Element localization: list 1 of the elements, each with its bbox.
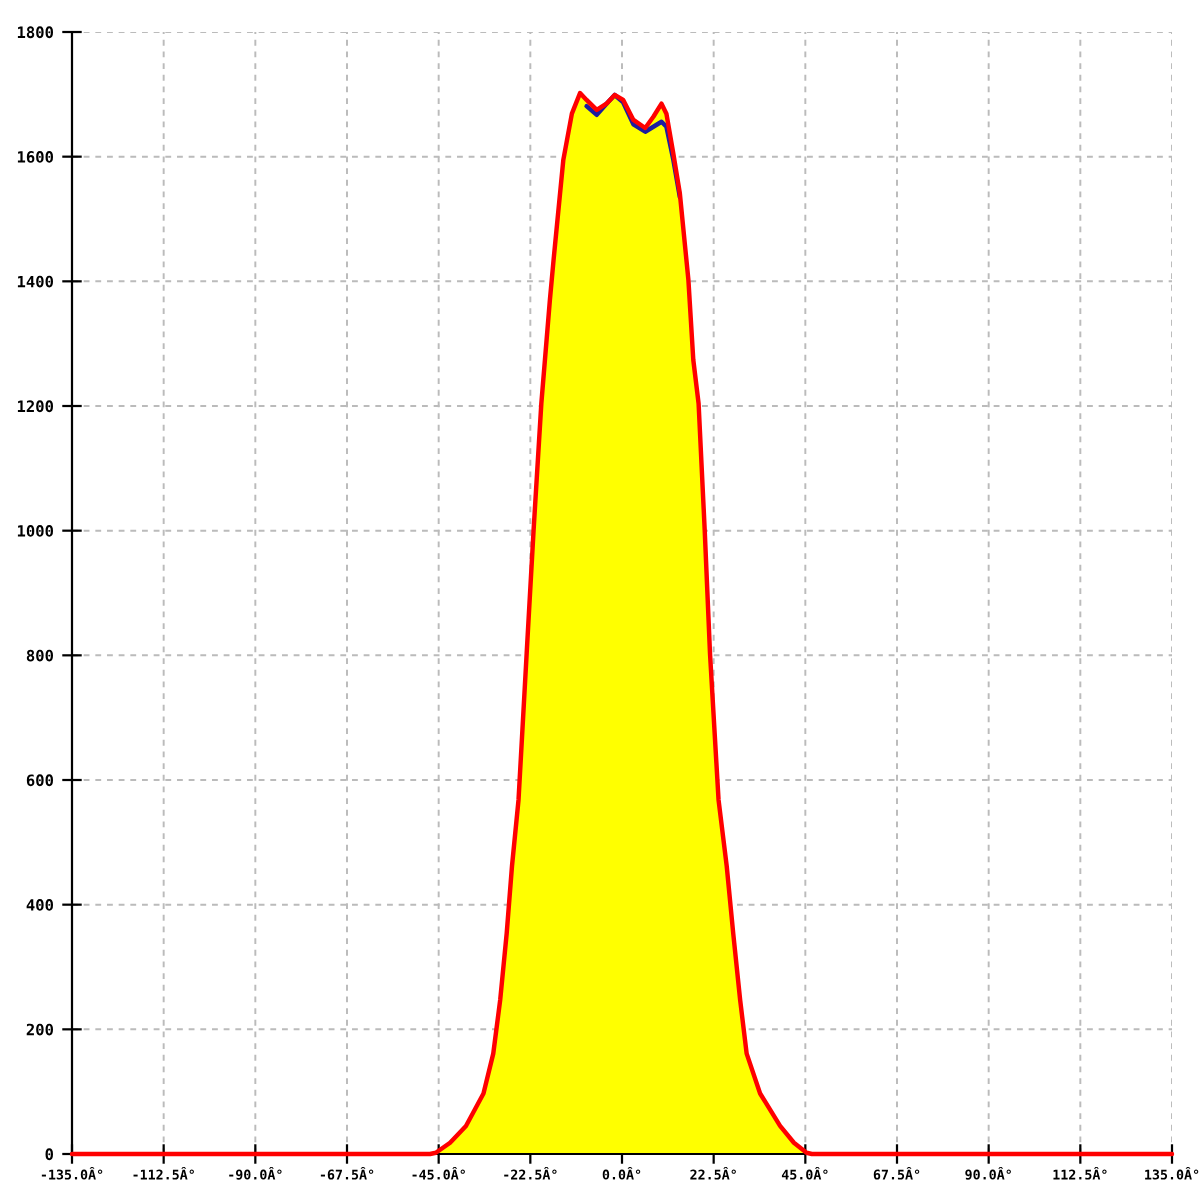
line-series bbox=[584, 92, 683, 200]
